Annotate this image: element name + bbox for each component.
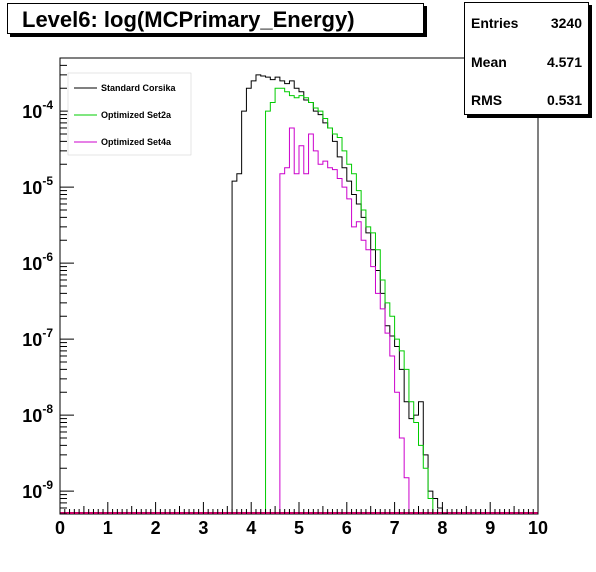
x-tick-label: 6 [342, 518, 352, 538]
x-tick-label: 7 [390, 518, 400, 538]
y-tick-label: 10-4 [22, 98, 53, 122]
y-tick-label: 10-7 [22, 326, 53, 350]
legend: Standard Corsika Optimized Set2a Optimiz… [67, 72, 192, 156]
x-tick-label: 1 [103, 518, 113, 538]
stat-value: 0.531 [546, 92, 582, 108]
stat-row-mean: Mean 4.571 [471, 54, 582, 74]
stat-value: 4.571 [546, 54, 582, 70]
stats-box: Entries 3240 Mean 4.571 RMS 0.531 [464, 2, 589, 115]
legend-label-standard-corsika: Standard Corsika [101, 83, 177, 93]
legend-box [67, 72, 192, 156]
x-tick-label: 10 [528, 518, 548, 538]
histogram-series-optimized-set4a [279, 127, 410, 513]
legend-label-optimized-set2a: Optimized Set2a [101, 110, 172, 120]
chart-title: Level6: log(MCPrimary_Energy) [22, 7, 355, 32]
x-tick-label: 2 [151, 518, 161, 538]
axes-layer: 0 1 2 3 4 5 6 7 8 9 10 10-4 10-5 10-6 10-7 10-8 10-9 [22, 57, 548, 538]
histogram-series-optimized-set2a [265, 87, 434, 513]
stat-name: Mean [471, 54, 507, 70]
x-tick-label: 8 [437, 518, 447, 538]
x-tick-label: 0 [55, 518, 65, 538]
y-tick-label: 10-8 [22, 402, 53, 426]
stat-value: 3240 [550, 15, 582, 31]
y-tick-label: 10-5 [22, 174, 53, 198]
y-tick-label: 10-6 [22, 250, 53, 274]
x-tick-label: 3 [198, 518, 208, 538]
stat-row-entries: Entries 3240 [471, 15, 582, 35]
stat-name: Entries [471, 15, 519, 31]
legend-label-optimized-set4a: Optimized Set4a [101, 137, 172, 147]
histogram-series-standard-corsika [231, 74, 448, 515]
y-tick-label: 10-9 [22, 478, 53, 502]
stat-name: RMS [471, 92, 503, 108]
x-tick-label: 4 [246, 518, 256, 538]
stat-row-rms: RMS 0.531 [471, 92, 582, 112]
x-tick-label: 5 [294, 518, 304, 538]
x-tick-label: 9 [485, 518, 495, 538]
title-box: Level6: log(MCPrimary_Energy) [7, 3, 424, 34]
